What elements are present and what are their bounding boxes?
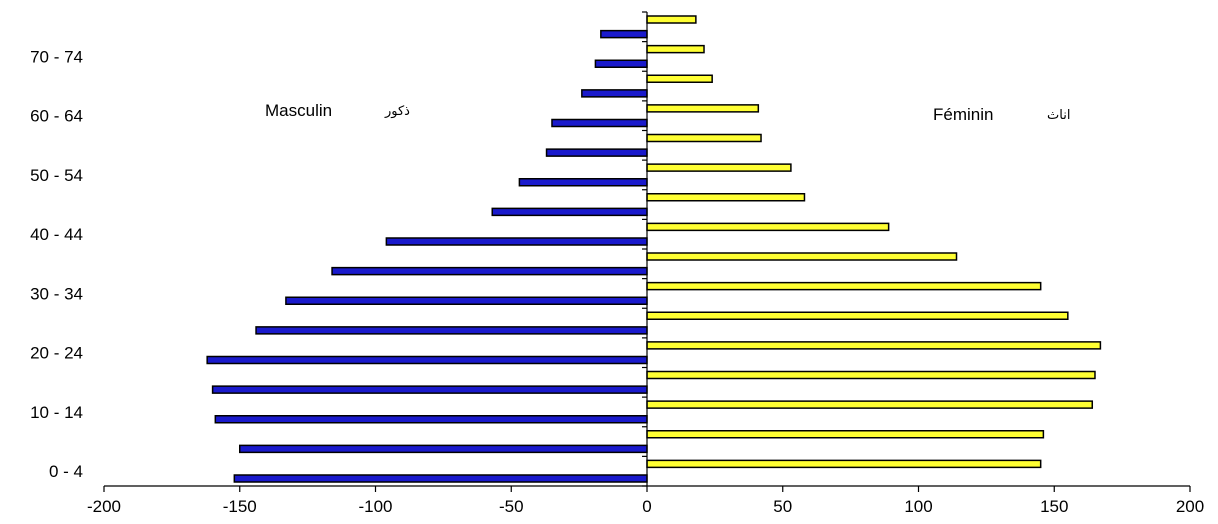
male-bar-35-39 <box>331 266 648 276</box>
x-tick-label: -50 <box>499 497 524 516</box>
male-bar-65-69 <box>581 89 648 98</box>
female-bar-60-64 <box>646 104 760 113</box>
male-bar-30-34 <box>285 296 648 305</box>
y-tick-labels: 0 - 4 10 - 14 20 - 24 30 - 34 40 - 44 50 - 54… <box>30 47 83 481</box>
female-bar-0-4 <box>646 459 1042 469</box>
female-bar-70-74 <box>646 44 705 54</box>
x-tick-labels: -200 -150 -100 -50 0 50 100 150 200 <box>87 497 1204 516</box>
female-bar-35-39 <box>646 252 958 261</box>
male-bar-60-64 <box>551 118 648 128</box>
x-tick-label: 0 <box>642 497 651 516</box>
male-bar-0-4 <box>233 474 648 483</box>
male-bar-45-49 <box>491 207 648 217</box>
y-tick-label: 70 - 74 <box>30 47 83 66</box>
x-tick-label: 100 <box>904 497 932 516</box>
male-bar-15-19 <box>211 385 648 394</box>
x-tick-label: -150 <box>223 497 257 516</box>
male-bar-50-54 <box>518 178 648 187</box>
male-label-arabic: ذكور <box>384 104 410 119</box>
female-bar-40-44 <box>646 222 890 232</box>
female-bar-50-54 <box>646 163 792 172</box>
male-bar-5-9 <box>239 444 648 454</box>
x-tick-label: 150 <box>1040 497 1068 516</box>
y-tick-label: 40 - 44 <box>30 225 83 244</box>
female-bar-5-9 <box>646 430 1045 439</box>
male-bar-55-59 <box>545 148 648 157</box>
female-bar-65-69 <box>646 74 713 83</box>
female-bar-30-34 <box>646 281 1042 291</box>
female-bar-10-14 <box>646 400 1094 409</box>
x-tick-label: 200 <box>1176 497 1204 516</box>
x-tick-label: -200 <box>87 497 121 516</box>
male-bar-70-74 <box>594 59 648 68</box>
y-tick-label: 0 - 4 <box>49 462 83 481</box>
female-bars <box>646 15 1102 469</box>
y-tick-label: 30 - 34 <box>30 284 83 303</box>
male-label: Masculin <box>265 101 332 120</box>
male-bar-40-44 <box>385 237 648 246</box>
male-bars <box>206 29 648 483</box>
male-bar-25-29 <box>255 326 648 335</box>
female-label-arabic: اناث <box>1047 108 1070 123</box>
axes <box>103 11 1191 492</box>
female-bar-45-49 <box>646 193 806 202</box>
y-tick-label: 50 - 54 <box>30 166 83 185</box>
female-bar-20-24 <box>646 341 1102 350</box>
x-tick-label: -100 <box>358 497 392 516</box>
male-bar-10-14 <box>214 415 648 424</box>
female-bar-15-19 <box>646 370 1096 380</box>
y-tick-label: 60 - 64 <box>30 107 83 126</box>
female-bar-75-79 <box>646 15 697 24</box>
male-bar-20-24 <box>206 355 648 365</box>
male-bar-75-79 <box>600 29 648 39</box>
y-tick-label: 10 - 14 <box>30 403 83 422</box>
x-tick-label: 50 <box>773 497 792 516</box>
female-bar-25-29 <box>646 311 1069 320</box>
y-tick-label: 20 - 24 <box>30 344 83 363</box>
female-bar-55-59 <box>646 133 762 143</box>
female-label: Féminin <box>933 105 993 124</box>
